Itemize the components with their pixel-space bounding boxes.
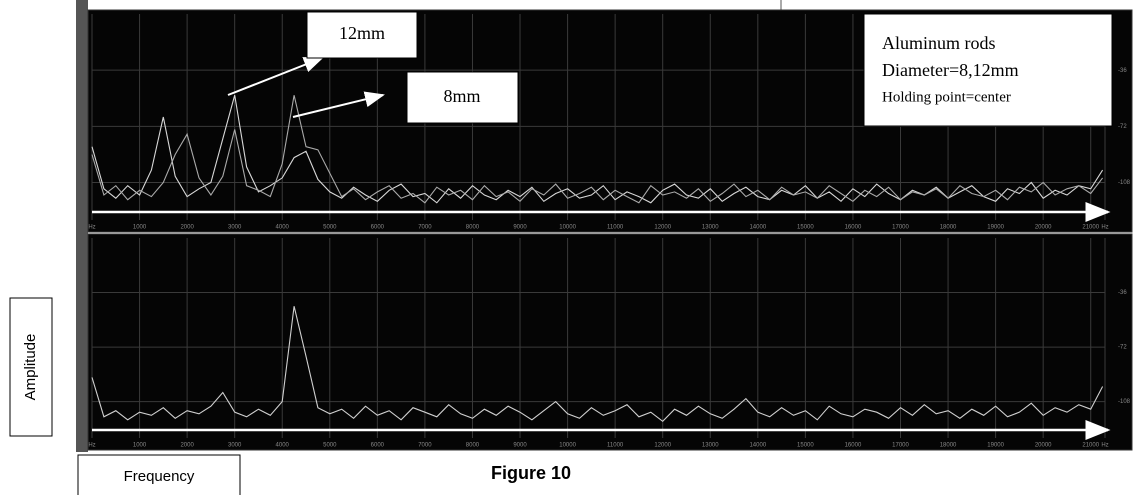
x-tick-label: 1000	[133, 225, 147, 231]
x-tick-label: 13000	[702, 443, 719, 449]
x-tick-label: 6000	[371, 443, 385, 449]
arrow	[292, 91, 385, 118]
y-tick-label: -36	[1118, 290, 1127, 296]
x-tick-label: 9000	[513, 443, 527, 449]
note-line: Holding point=center	[882, 89, 1011, 105]
x-tick-label: 7000	[418, 225, 432, 231]
x-tick-label: 16000	[845, 225, 862, 231]
x-tick-label: 4000	[276, 225, 290, 231]
x-tick-label: 10000	[559, 225, 576, 231]
y-tick-label: -108	[1118, 399, 1131, 405]
label-box	[306, 11, 418, 59]
note-box	[863, 13, 1113, 127]
x-tick-label: 19000	[987, 443, 1004, 449]
note-line: Diameter=8,12mm	[882, 60, 1019, 80]
x-tick-label: 18000	[940, 443, 957, 449]
y-tick-label: -108	[1118, 180, 1131, 186]
x-tick-label: 20000	[1035, 443, 1052, 449]
y-tick-label: -36	[1118, 68, 1127, 74]
x-tick-label: 9000	[513, 225, 527, 231]
y-tick-label: -72	[1118, 124, 1127, 130]
x-tick-label: 3000	[228, 443, 242, 449]
x-tick-label: 21000	[1082, 225, 1099, 231]
label-box	[406, 71, 519, 124]
annotation-layer: 12mm 8mm Aluminum rods Diameter=8,12mm H…	[9, 11, 1113, 500]
x-tick-label: 14000	[749, 443, 766, 449]
x-tick-label: 1000	[133, 443, 147, 449]
x-tick-label: 16000	[845, 443, 862, 449]
note-line: Aluminum rods	[882, 33, 996, 53]
arrow	[227, 57, 324, 96]
y-tick-label: -72	[1118, 345, 1127, 351]
caption: Figure 10	[491, 463, 571, 483]
x-tick-label: 15000	[797, 443, 814, 449]
x-tick-label: 17000	[892, 443, 909, 449]
trace	[91, 306, 1104, 423]
x-tick-label: 15000	[797, 225, 814, 231]
panel-background	[87, 233, 1133, 451]
x-tick-label: 4000	[276, 443, 290, 449]
x-tick-label: 18000	[940, 225, 957, 231]
x-tick-label: Hz	[88, 225, 95, 231]
trace	[91, 95, 1104, 204]
y-axis-label: Amplitude	[22, 334, 39, 401]
x-tick-label: 5000	[323, 443, 337, 449]
x-tick-label: 12000	[654, 443, 671, 449]
x-tick-label: Hz	[88, 443, 95, 449]
annotation: 12mm	[339, 23, 385, 43]
x-tick-label: Hz	[1101, 225, 1108, 231]
x-tick-label: 14000	[749, 225, 766, 231]
label-box	[9, 297, 53, 437]
x-tick-label: 10000	[559, 443, 576, 449]
x-tick-label: 21000	[1082, 443, 1099, 449]
annotation: 8mm	[443, 86, 480, 106]
x-tick-label: 11000	[607, 225, 624, 231]
x-tick-label: 6000	[371, 225, 385, 231]
x-tick-label: 5000	[323, 225, 337, 231]
x-tick-label: 13000	[702, 225, 719, 231]
x-tick-label: 2000	[180, 443, 194, 449]
x-tick-label: 17000	[892, 225, 909, 231]
x-tick-label: 12000	[654, 225, 671, 231]
x-tick-label: 2000	[180, 225, 194, 231]
x-tick-label: 20000	[1035, 225, 1052, 231]
panel: Hz 1000 2000 3000 4000 5000 6000 7000 8000 9000 10…	[87, 233, 1133, 451]
x-tick-label: 11000	[607, 443, 624, 449]
x-tick-label: 8000	[466, 443, 480, 449]
x-tick-label: 3000	[228, 225, 242, 231]
x-tick-label: 7000	[418, 443, 432, 449]
label-box	[77, 454, 241, 500]
frame-bar	[76, 0, 88, 452]
x-tick-label: Hz	[1101, 443, 1108, 449]
x-tick-label: 19000	[987, 225, 1004, 231]
x-axis-label: Frequency	[124, 468, 195, 485]
x-tick-label: 8000	[466, 225, 480, 231]
